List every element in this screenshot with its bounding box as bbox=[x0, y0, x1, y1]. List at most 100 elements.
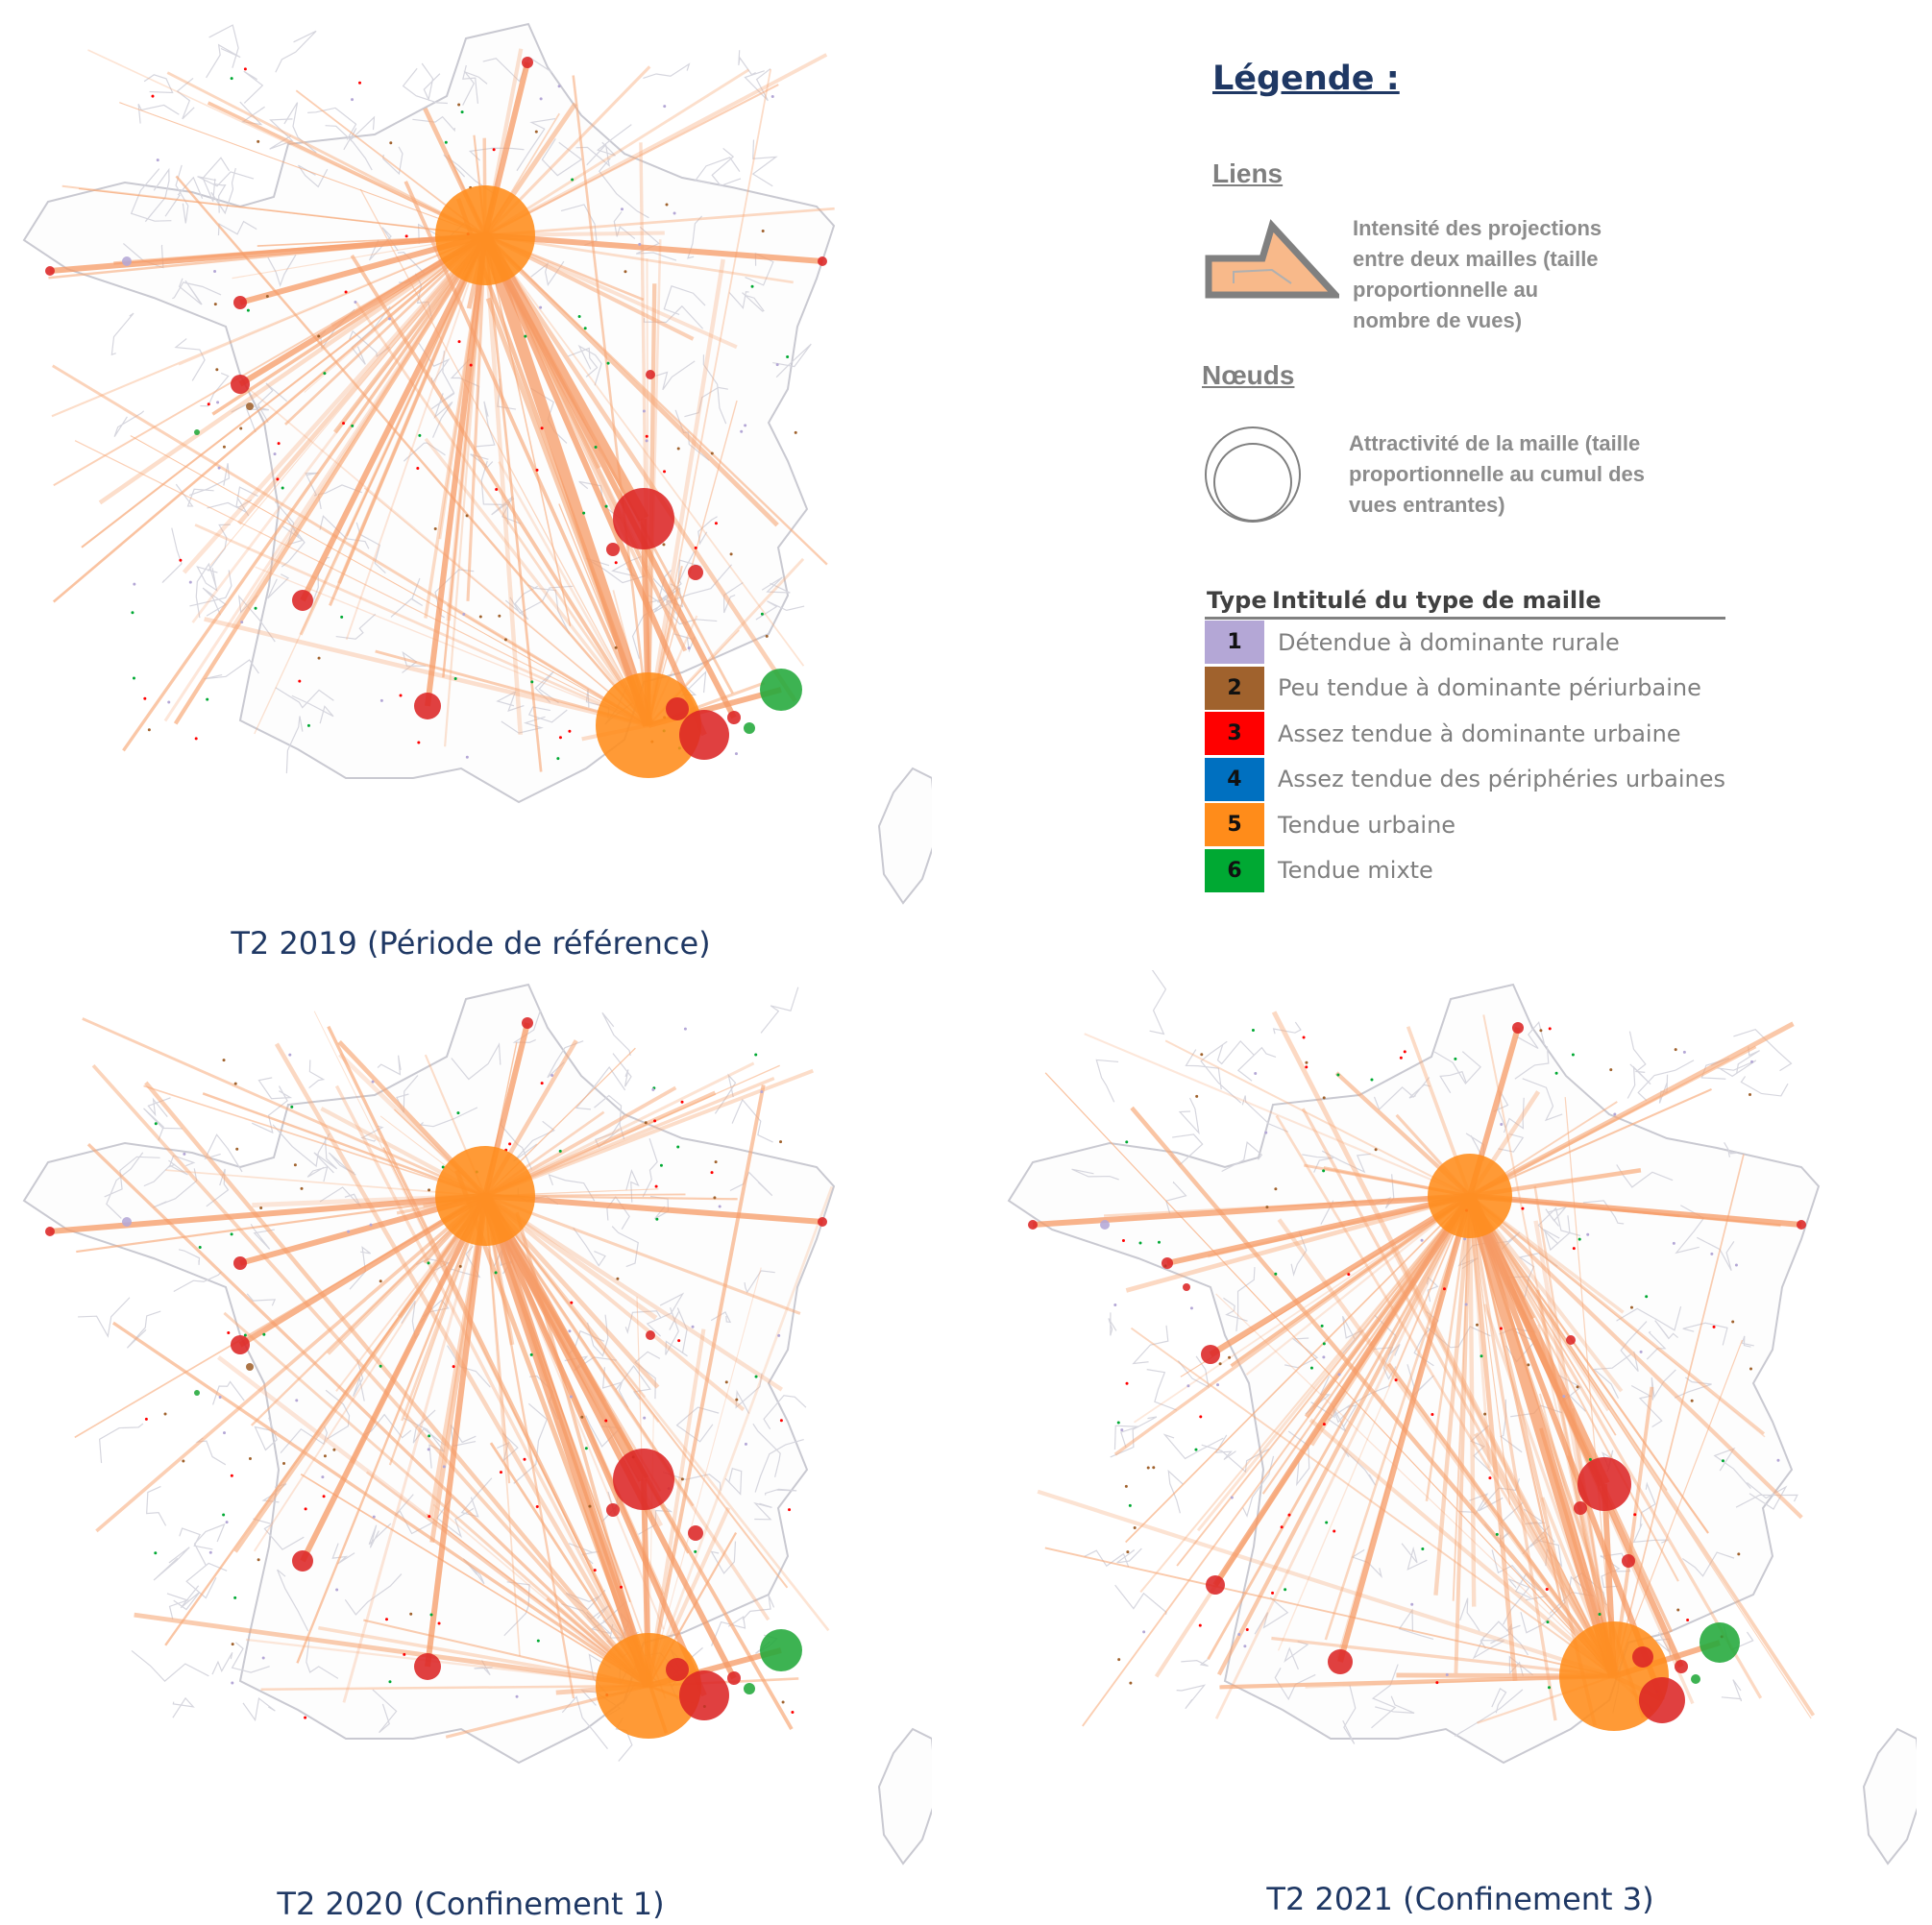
legend-liens-line: entre deux mailles (taille bbox=[1353, 247, 1599, 271]
type-row: 6 Tendue mixte bbox=[1205, 848, 1725, 894]
map-node bbox=[818, 256, 827, 266]
map-node bbox=[292, 1550, 313, 1572]
france-outline bbox=[22, 22, 836, 804]
type-row: 2 Peu tendue à dominante périurbaine bbox=[1205, 666, 1725, 712]
map-node bbox=[1675, 1660, 1688, 1673]
map-node bbox=[1574, 1501, 1587, 1515]
map-node bbox=[231, 375, 250, 394]
link-width-icon bbox=[1205, 219, 1339, 299]
type-color-swatch: 6 bbox=[1205, 848, 1264, 892]
map-node bbox=[613, 1449, 674, 1510]
map-node bbox=[666, 697, 689, 720]
legend-liens-desc: Intensité des projections entre deux mai… bbox=[1353, 213, 1602, 336]
map-node bbox=[522, 1017, 533, 1029]
map-node bbox=[1428, 1154, 1512, 1238]
map-node bbox=[1183, 1283, 1190, 1291]
type-row: 1 Détendue à dominante rurale bbox=[1205, 620, 1725, 666]
map-caption-2019: T2 2019 (Période de référence) bbox=[231, 925, 711, 962]
map-node bbox=[45, 266, 55, 276]
map-node bbox=[727, 1671, 741, 1685]
map-node bbox=[1622, 1554, 1635, 1568]
map-node bbox=[292, 590, 313, 611]
map-node bbox=[744, 1683, 755, 1694]
type-label: Assez tendue des périphéries urbaines bbox=[1277, 766, 1725, 793]
map-node bbox=[1566, 1335, 1576, 1345]
type-label: Détendue à dominante rurale bbox=[1278, 628, 1620, 656]
legend-title: Légende : bbox=[1212, 60, 1400, 98]
type-column-header: Type bbox=[1207, 587, 1267, 614]
map-node bbox=[122, 1217, 132, 1227]
map-node bbox=[1100, 1220, 1110, 1230]
map-node bbox=[1577, 1457, 1631, 1511]
legend-liens-line: nombre de vues) bbox=[1353, 308, 1523, 332]
type-label: Tendue mixte bbox=[1278, 857, 1433, 885]
map-node bbox=[1632, 1646, 1653, 1668]
map-node bbox=[435, 1146, 535, 1246]
type-color-swatch: 5 bbox=[1205, 803, 1264, 847]
france-outline bbox=[1007, 983, 1821, 1765]
label-column-header: Intitulé du type de maille bbox=[1272, 587, 1602, 614]
map-node bbox=[666, 1658, 689, 1681]
map-t2-2020 bbox=[10, 970, 932, 1873]
map-node bbox=[1201, 1345, 1220, 1364]
map-node bbox=[194, 429, 200, 435]
map-node bbox=[1797, 1220, 1806, 1230]
map-node bbox=[679, 1670, 729, 1720]
map-node bbox=[1691, 1674, 1700, 1684]
map-node bbox=[246, 1363, 254, 1371]
map-caption-2020: T2 2020 (Confinement 1) bbox=[277, 1886, 665, 1922]
legend-noeuds-line: Attractivité de la maille (taille bbox=[1349, 431, 1641, 455]
map-node bbox=[606, 1503, 620, 1517]
map-node bbox=[727, 711, 741, 724]
legend-noeuds-line: vues entrantes) bbox=[1349, 493, 1505, 517]
map-node bbox=[818, 1217, 827, 1227]
legend-liens-line: Intensité des projections bbox=[1353, 216, 1602, 240]
map-t2-2019 bbox=[10, 10, 932, 913]
legend-noeuds-line: proportionnelle au cumul des bbox=[1349, 462, 1646, 486]
type-color-swatch: 1 bbox=[1205, 621, 1264, 665]
map-node bbox=[646, 370, 655, 379]
map-node bbox=[122, 256, 132, 266]
map-node bbox=[1028, 1220, 1038, 1230]
map-node bbox=[414, 693, 441, 719]
map-node bbox=[688, 1525, 703, 1541]
type-row: 4 Assez tendue des périphéries urbaines bbox=[1205, 757, 1725, 803]
legend-liens-title: Liens bbox=[1212, 158, 1284, 188]
legend-liens-line: proportionnelle au bbox=[1353, 278, 1539, 302]
map-node bbox=[233, 296, 247, 309]
minor-nodes bbox=[144, 1027, 795, 1719]
map-node bbox=[606, 543, 620, 556]
map-node bbox=[1162, 1257, 1173, 1269]
type-row: 5 Tendue urbaine bbox=[1205, 802, 1725, 848]
map-node bbox=[414, 1653, 441, 1680]
type-color-swatch: 2 bbox=[1205, 666, 1264, 710]
legend-noeuds-desc: Attractivité de la maille (taille propor… bbox=[1349, 428, 1645, 521]
map-node bbox=[194, 1390, 200, 1396]
map-node bbox=[688, 565, 703, 580]
map-node bbox=[679, 710, 729, 760]
minor-nodes bbox=[1113, 1027, 1780, 1694]
node-size-icon bbox=[1205, 426, 1301, 523]
corsica-outline bbox=[1862, 1727, 1917, 1865]
map-node bbox=[1206, 1575, 1225, 1595]
flow-links bbox=[1032, 1011, 1816, 1727]
corsica-outline bbox=[877, 767, 932, 905]
map-caption-2021: T2 2021 (Confinement 3) bbox=[1266, 1881, 1654, 1917]
type-rows: 1 Détendue à dominante rurale 2 Peu tendue … bbox=[1205, 620, 1725, 893]
map-node bbox=[522, 57, 533, 68]
map-node bbox=[231, 1335, 250, 1354]
map-node bbox=[1512, 1022, 1524, 1034]
type-row: 3 Assez tendue à dominante urbaine bbox=[1205, 711, 1725, 757]
type-label: Peu tendue à dominante périurbaine bbox=[1278, 674, 1701, 702]
map-node bbox=[760, 1629, 802, 1671]
map-node bbox=[1328, 1649, 1353, 1674]
map-node bbox=[246, 402, 254, 410]
map-node bbox=[613, 488, 674, 549]
map-node bbox=[646, 1330, 655, 1340]
type-table-header: Type Intitulé du type de maille bbox=[1205, 584, 1725, 620]
map-node bbox=[233, 1256, 247, 1270]
map-node bbox=[435, 185, 535, 285]
map-t2-2021 bbox=[994, 970, 1917, 1873]
map-node bbox=[1639, 1677, 1685, 1723]
type-color-swatch: 4 bbox=[1205, 757, 1264, 801]
